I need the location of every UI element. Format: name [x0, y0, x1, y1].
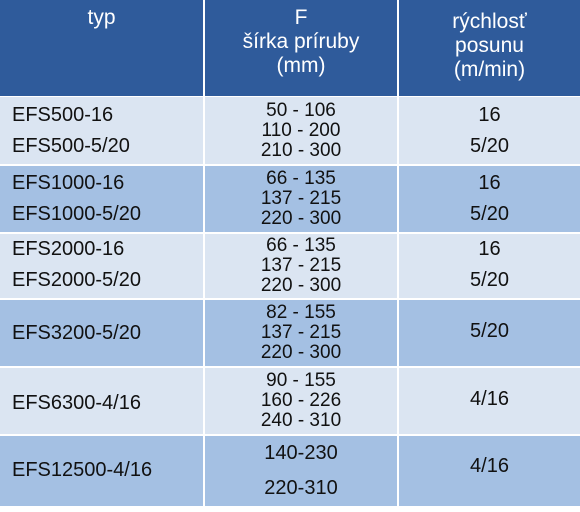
cell-flange: 66 - 135 137 - 215 220 - 300 — [205, 166, 397, 232]
table-row: EFS12500-4/16 140-230 220-310 4/16 — [0, 436, 580, 506]
header-speed-line-1: rýchlosť — [452, 10, 527, 33]
typ-line: EFS500-16 — [12, 104, 114, 126]
flange-range: 137 - 215 — [260, 255, 342, 276]
table-row: EFS3200-5/20 82 - 155 137 - 215 220 - 30… — [0, 300, 580, 366]
cell-speed: 4/16 — [399, 436, 580, 506]
flange-range: 220 - 300 — [260, 275, 342, 296]
flange-range: 110 - 200 — [261, 120, 341, 141]
cell-flange: 82 - 155 137 - 215 220 - 300 — [205, 300, 397, 366]
cell-typ: EFS3200-5/20 — [0, 300, 203, 366]
header-flange-line-1: F — [294, 6, 308, 29]
typ-line: EFS3200-5/20 — [12, 322, 141, 344]
speed-value: 4/16 — [470, 455, 509, 477]
header-flange-line-2: šírka príruby — [242, 30, 360, 53]
typ-line: EFS12500-4/16 — [12, 459, 153, 481]
flange-range: 220 - 300 — [260, 342, 342, 363]
table-row: EFS6300-4/16 90 - 155 160 - 226 240 - 31… — [0, 368, 580, 434]
typ-line: EFS1000-5/20 — [12, 203, 141, 225]
flange-range: 50 - 106 — [266, 100, 336, 121]
speed-value: 16 — [478, 172, 501, 194]
header-speed-line-3: (m/min) — [453, 58, 526, 81]
cell-flange: 90 - 155 160 - 226 240 - 310 — [205, 368, 397, 434]
header-speed-line-2: posunu — [455, 34, 524, 57]
header-typ-label: typ — [87, 6, 116, 29]
flange-range: 137 - 215 — [260, 322, 342, 343]
cell-flange: 140-230 220-310 — [205, 436, 397, 506]
cell-typ: EFS6300-4/16 — [0, 368, 203, 434]
typ-line: EFS2000-5/20 — [12, 269, 141, 291]
cell-flange: 50 - 106 110 - 200 210 - 300 — [205, 97, 397, 164]
flange-range: 137 - 215 — [260, 188, 342, 209]
speed-value: 5/20 — [470, 269, 509, 291]
flange-range: 140-230 — [264, 442, 338, 464]
cell-speed: 16 5/20 — [399, 97, 580, 164]
cell-speed: 16 5/20 — [399, 234, 580, 298]
speed-value: 5/20 — [470, 203, 509, 225]
header-feed-speed: rýchlosť posunu (m/min) — [399, 0, 580, 96]
cell-flange: 66 - 135 137 - 215 220 - 300 — [205, 234, 397, 298]
typ-line: EFS1000-16 — [12, 172, 125, 194]
flange-range: 220 - 300 — [260, 208, 342, 229]
flange-range: 220-310 — [264, 477, 338, 499]
cell-speed: 5/20 — [399, 300, 580, 366]
header-flange-line-3: (mm) — [276, 54, 326, 77]
flange-range: 82 - 155 — [266, 302, 336, 323]
speed-value: 5/20 — [470, 135, 509, 157]
flange-range: 66 - 135 — [266, 235, 336, 256]
cell-typ: EFS500-16 EFS500-5/20 — [0, 97, 203, 164]
typ-line: EFS2000-16 — [12, 238, 125, 260]
speed-value: 16 — [478, 238, 501, 260]
header-typ: typ — [0, 0, 203, 96]
speed-value: 5/20 — [470, 320, 509, 342]
speed-value: 4/16 — [470, 388, 509, 410]
flange-range: 160 - 226 — [260, 390, 342, 411]
cell-typ: EFS2000-16 EFS2000-5/20 — [0, 234, 203, 298]
cell-typ: EFS12500-4/16 — [0, 436, 203, 506]
speed-value: 16 — [478, 104, 501, 126]
cell-speed: 4/16 — [399, 368, 580, 434]
table-row: EFS500-16 EFS500-5/20 50 - 106 110 - 200… — [0, 97, 580, 164]
flange-range: 90 - 155 — [266, 370, 336, 391]
flange-range: 66 - 135 — [266, 168, 336, 189]
flange-range: 210 - 300 — [260, 140, 342, 161]
header-flange-width: F šírka príruby (mm) — [205, 0, 397, 96]
cell-typ: EFS1000-16 EFS1000-5/20 — [0, 166, 203, 232]
typ-line: EFS6300-4/16 — [12, 392, 141, 414]
cell-speed: 16 5/20 — [399, 166, 580, 232]
flange-range: 240 - 310 — [260, 410, 342, 431]
typ-line: EFS500-5/20 — [12, 135, 130, 157]
table-row: EFS2000-16 EFS2000-5/20 66 - 135 137 - 2… — [0, 234, 580, 298]
table-row: EFS1000-16 EFS1000-5/20 66 - 135 137 - 2… — [0, 166, 580, 232]
